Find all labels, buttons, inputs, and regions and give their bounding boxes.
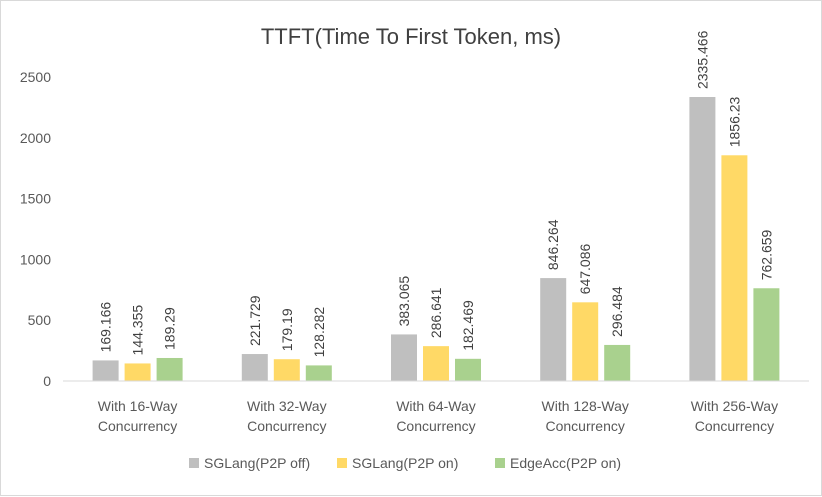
bar <box>273 359 300 381</box>
bar <box>124 363 151 381</box>
data-label: 762.659 <box>758 229 774 280</box>
data-label: 1856.23 <box>726 96 742 147</box>
y-tick-label: 2000 <box>20 130 51 146</box>
chart-title: TTFT(Time To First Token, ms) <box>261 24 561 49</box>
bar <box>721 155 748 381</box>
legend-label: SGLang(P2P on) <box>352 455 458 471</box>
data-label: 128.282 <box>311 307 327 358</box>
x-tick-label: With 256-Way Concurrency <box>691 398 778 434</box>
data-label: 144.355 <box>130 305 146 356</box>
data-label: 169.166 <box>98 302 114 353</box>
x-tick-label: With 128-Way Concurrency <box>542 398 629 434</box>
y-tick-label: 2500 <box>20 69 51 85</box>
bar <box>241 354 268 381</box>
legend-swatch <box>495 458 505 468</box>
bar <box>156 357 183 381</box>
data-label: 182.469 <box>460 300 476 351</box>
bar <box>572 302 599 381</box>
y-tick-label: 1000 <box>20 251 51 267</box>
data-label: 286.641 <box>428 287 444 338</box>
bar <box>305 365 332 381</box>
bar <box>689 97 716 382</box>
y-tick-label: 0 <box>43 373 51 389</box>
y-axis: 0 500 1000 1500 2000 2500 <box>20 69 51 389</box>
legend-label: SGLang(P2P off) <box>204 455 310 471</box>
x-tick-label: With 16-Way Concurrency <box>98 398 178 434</box>
bar <box>455 358 481 381</box>
bar <box>604 344 631 381</box>
data-label: 189.29 <box>162 307 178 350</box>
data-label: 2335.466 <box>694 30 710 89</box>
legend-swatch <box>337 458 347 468</box>
data-label: 846.264 <box>545 219 561 270</box>
data-label: 296.484 <box>609 286 625 337</box>
legend: SGLang(P2P off) SGLang(P2P on) EdgeAcc(P2P… <box>189 455 621 471</box>
x-tick-label: With 64-Way Concurrency <box>396 398 476 434</box>
data-label: 383.065 <box>396 276 412 327</box>
x-axis: With 16-Way Concurrency With 32-Way Concurr… <box>63 380 809 434</box>
data-labels: 169.166 144.355 189.29 221.729 179.19 128.282… <box>98 30 775 357</box>
data-label: 221.729 <box>247 295 263 346</box>
legend-label: EdgeAcc(P2P on) <box>510 455 621 471</box>
data-label: 647.086 <box>577 243 593 294</box>
bar <box>753 288 780 381</box>
data-label: 179.19 <box>279 308 295 351</box>
bar <box>540 278 567 381</box>
bar <box>391 334 417 381</box>
x-tick-label: With 32-Way Concurrency <box>247 398 327 434</box>
bars <box>92 97 780 382</box>
bar <box>92 360 119 381</box>
y-tick-label: 500 <box>28 312 52 328</box>
y-tick-label: 1500 <box>20 191 51 207</box>
legend-swatch <box>189 458 199 468</box>
bar <box>423 346 449 381</box>
